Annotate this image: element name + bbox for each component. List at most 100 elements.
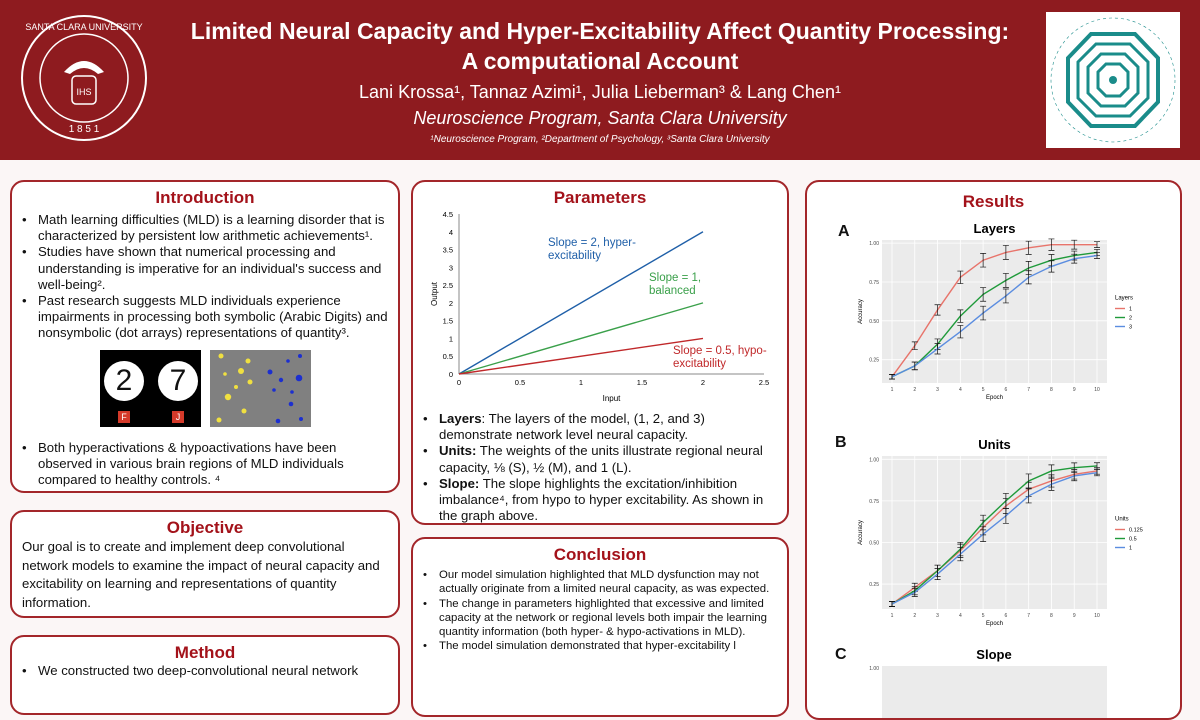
chart-title: Units <box>978 437 1011 452</box>
series-label: Slope = 2, hyper- <box>548 237 636 249</box>
results-panel: Results A B C Layers 1 2 3 4 5 6 7 8 9 10 0.25 0.50 0… <box>805 180 1182 720</box>
x-axis-label: Epoch <box>986 621 1003 627</box>
series-label: balanced <box>649 285 696 297</box>
error-bar <box>1048 477 1055 491</box>
conclusion-bullet: The model simulation demonstrated that h… <box>423 639 781 654</box>
y-tick-label: 0.25 <box>869 582 879 588</box>
y-tick-label: 0.75 <box>869 280 879 286</box>
x-tick-label: 2 <box>913 387 916 393</box>
series-line <box>458 231 704 375</box>
error-bar <box>980 287 987 302</box>
error-bar <box>957 270 964 284</box>
error-bar <box>1025 240 1032 255</box>
labyrinth-logo <box>1046 12 1180 148</box>
introduction-panel: Introduction Math learning difficulties … <box>10 180 400 493</box>
results-heading: Results <box>962 192 1025 211</box>
conclusion-bullet: Our model simulation highlighted that ML… <box>423 568 781 597</box>
error-bar <box>911 361 918 371</box>
series-line-3 <box>891 254 1098 378</box>
program: Neuroscience Program, Santa Clara Univer… <box>413 108 787 128</box>
svg-text:SANTA CLARA UNIVERSITY: SANTA CLARA UNIVERSITY <box>25 22 142 32</box>
series-line-2 <box>891 251 1098 378</box>
x-tick-label: 9 <box>1073 613 1076 619</box>
x-tick-label: 4 <box>959 387 962 393</box>
parameter-bullet-units: Units: The weights of the units illustra… <box>423 443 779 475</box>
legend-label: 3 <box>1129 325 1132 331</box>
x-tick-label: 2 <box>913 613 916 619</box>
method-panel: Method We constructed two deep-convoluti… <box>10 635 400 715</box>
svg-text:1 8 5 1: 1 8 5 1 <box>69 124 100 135</box>
error-bar <box>1025 270 1032 285</box>
x-tick-label: 1 <box>579 378 583 387</box>
error-bar <box>911 341 918 350</box>
series-line <box>458 337 704 375</box>
y-tick-label: 1.00 <box>869 666 879 672</box>
svg-text:IHS: IHS <box>76 87 91 97</box>
series-label: excitability <box>548 250 601 262</box>
error-bar <box>1071 470 1078 482</box>
legend-title: Units <box>1115 517 1129 523</box>
conclusion-heading: Conclusion <box>553 545 647 564</box>
y-tick-label: 0.50 <box>869 540 879 546</box>
error-bar <box>957 325 964 339</box>
error-bar <box>1048 464 1055 478</box>
conclusion-bullet: The change in parameters highlighted tha… <box>423 597 781 640</box>
conclusion-panel: Conclusion Our model simulation highligh… <box>411 537 789 717</box>
y-tick-label: 2 <box>449 299 453 308</box>
error-bar <box>1025 488 1032 504</box>
authors: Lani Krossa¹, Tannaz Azimi¹, Julia Liebe… <box>359 82 841 102</box>
y-tick-label: 0.50 <box>869 319 879 325</box>
error-bar <box>957 309 964 323</box>
x-tick-label: 1.5 <box>637 378 647 387</box>
x-tick-label: 2.5 <box>759 378 769 387</box>
intro-bullet: Both hyperactivations & hypoactivations … <box>22 440 386 489</box>
panel-label-c: C <box>835 646 847 663</box>
x-tick-label: 9 <box>1073 387 1076 393</box>
series-line-0.125 <box>891 470 1098 605</box>
error-bar <box>1071 253 1078 264</box>
x-tick-label: 6 <box>1004 387 1007 393</box>
parameters-panel: Parameters 0 0.5 1 1.5 2 2.5 3 3.5 4 4.5 0 0.5 1 1.5 2… <box>411 180 789 525</box>
x-tick-label: 5 <box>982 387 985 393</box>
y-tick-label: 3 <box>449 263 453 272</box>
x-tick-label: 3 <box>936 387 939 393</box>
error-bar <box>1002 245 1009 260</box>
x-tick-label: 8 <box>1050 387 1053 393</box>
error-bar <box>911 587 918 597</box>
x-axis-label: Input <box>603 394 622 403</box>
error-bar <box>1002 288 1009 304</box>
x-tick-label: 2 <box>701 378 705 387</box>
error-bar <box>934 568 941 581</box>
error-bar <box>957 547 964 562</box>
error-bar <box>1048 238 1055 251</box>
error-bar <box>889 601 895 607</box>
y-tick-label: 2.5 <box>443 281 453 290</box>
dot-array-image <box>210 350 311 427</box>
x-tick-label: 0 <box>457 378 461 387</box>
panel-label-a: A <box>838 223 850 240</box>
intro-bullet: Past research suggests MLD individuals e… <box>22 293 392 342</box>
series-label: Slope = 0.5, hypo- <box>673 345 767 357</box>
parameter-bullet-slope: Slope: The slope highlights the excitati… <box>423 476 779 523</box>
digit-left: 2 <box>104 361 144 401</box>
error-bar <box>934 304 941 316</box>
error-bar <box>1094 469 1100 477</box>
x-tick-label: 1 <box>891 613 894 619</box>
error-bar <box>1071 239 1078 250</box>
intro-bullet: Studies have shown that numerical proces… <box>22 244 392 293</box>
key-j: J <box>172 411 184 423</box>
poster-header: IHS 1 8 5 1 SANTA CLARA UNIVERSITY Limit… <box>0 0 1200 160</box>
slope-chart: Slope 1.00 <box>869 647 1107 718</box>
x-tick-label: 4 <box>959 613 962 619</box>
method-bullet: We constructed two deep-convolutional ne… <box>22 663 392 679</box>
x-tick-label: 8 <box>1050 613 1053 619</box>
error-bar <box>1094 252 1100 259</box>
objective-text: Our goal is to create and implement deep… <box>22 539 380 610</box>
x-tick-label: 6 <box>1004 613 1007 619</box>
objective-panel: Objective Our goal is to create and impl… <box>10 510 400 618</box>
error-bar <box>1025 473 1032 489</box>
series-line <box>458 302 704 375</box>
poster-title: Limited Neural Capacity and Hyper-Excita… <box>190 18 1010 74</box>
y-tick-label: 1.00 <box>869 241 879 247</box>
parameters-heading: Parameters <box>553 188 647 207</box>
